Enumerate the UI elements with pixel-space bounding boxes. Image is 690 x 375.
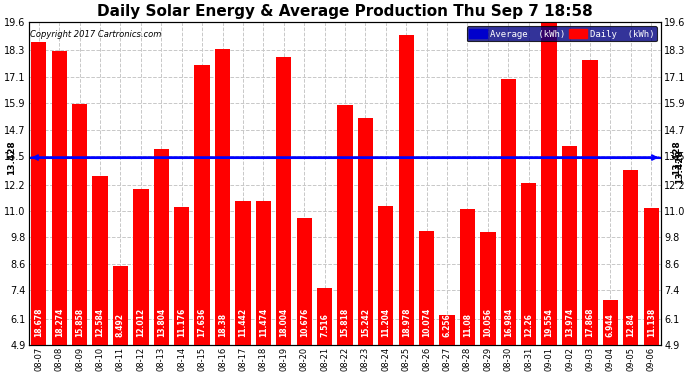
Text: 11.138: 11.138	[647, 308, 656, 338]
Text: 15.818: 15.818	[340, 308, 350, 338]
Bar	[582, 60, 598, 375]
Text: 19.554: 19.554	[544, 309, 553, 338]
Bar	[133, 189, 148, 375]
Text: 18.004: 18.004	[279, 308, 288, 338]
Bar	[215, 49, 230, 375]
Bar	[603, 300, 618, 375]
Text: Copyright 2017 Cartronics.com: Copyright 2017 Cartronics.com	[30, 30, 162, 39]
Text: 15.242: 15.242	[361, 309, 370, 338]
Bar	[337, 105, 353, 375]
Text: 10.074: 10.074	[422, 308, 431, 338]
Bar	[357, 118, 373, 375]
Text: 6.944: 6.944	[606, 314, 615, 338]
Text: 11.442: 11.442	[239, 308, 248, 338]
Bar	[521, 183, 536, 375]
Text: 18.978: 18.978	[402, 308, 411, 338]
Bar	[623, 171, 638, 375]
Bar	[480, 232, 495, 375]
Text: 17.636: 17.636	[197, 308, 206, 338]
Text: 7.516: 7.516	[320, 314, 329, 338]
Legend: Average  (kWh), Daily  (kWh): Average (kWh), Daily (kWh)	[466, 26, 657, 41]
Text: 17.868: 17.868	[586, 308, 595, 338]
Text: 11.204: 11.204	[382, 308, 391, 338]
Text: 15.858: 15.858	[75, 308, 84, 338]
Bar	[399, 35, 414, 375]
Text: 13.428: 13.428	[672, 140, 681, 175]
Text: 11.176: 11.176	[177, 308, 186, 338]
Bar	[317, 288, 333, 375]
Text: 10.676: 10.676	[299, 308, 308, 338]
Text: 13.428: 13.428	[675, 149, 684, 184]
Bar	[174, 207, 189, 375]
Bar	[562, 146, 578, 375]
Text: 8.492: 8.492	[116, 314, 125, 338]
Bar	[31, 42, 46, 375]
Text: 16.984: 16.984	[504, 308, 513, 338]
Text: 18.38: 18.38	[218, 314, 227, 338]
Text: 12.584: 12.584	[95, 308, 104, 338]
Bar	[112, 266, 128, 375]
Bar	[460, 209, 475, 375]
Bar	[154, 149, 169, 375]
Text: 13.974: 13.974	[565, 308, 574, 338]
Bar	[501, 79, 516, 375]
Bar	[644, 208, 659, 375]
Bar	[92, 176, 108, 375]
Text: 12.012: 12.012	[137, 308, 146, 338]
Text: 12.84: 12.84	[627, 314, 635, 338]
Bar	[195, 65, 210, 375]
Text: 13.428: 13.428	[7, 140, 16, 175]
Text: 18.274: 18.274	[55, 308, 63, 338]
Text: 10.056: 10.056	[484, 309, 493, 338]
Text: 11.474: 11.474	[259, 308, 268, 338]
Text: 11.08: 11.08	[463, 314, 472, 338]
Bar	[440, 315, 455, 375]
Text: 6.256: 6.256	[442, 314, 451, 338]
Text: 12.26: 12.26	[524, 314, 533, 338]
Bar	[276, 57, 291, 375]
Bar	[419, 231, 434, 375]
Bar	[297, 218, 312, 375]
Bar	[378, 207, 393, 375]
Bar	[52, 51, 67, 375]
Title: Daily Solar Energy & Average Production Thu Sep 7 18:58: Daily Solar Energy & Average Production …	[97, 4, 593, 19]
Bar	[235, 201, 250, 375]
Text: 13.804: 13.804	[157, 308, 166, 338]
Bar	[256, 201, 271, 375]
Text: 18.678: 18.678	[34, 308, 43, 338]
Bar	[542, 23, 557, 375]
Bar	[72, 104, 87, 375]
